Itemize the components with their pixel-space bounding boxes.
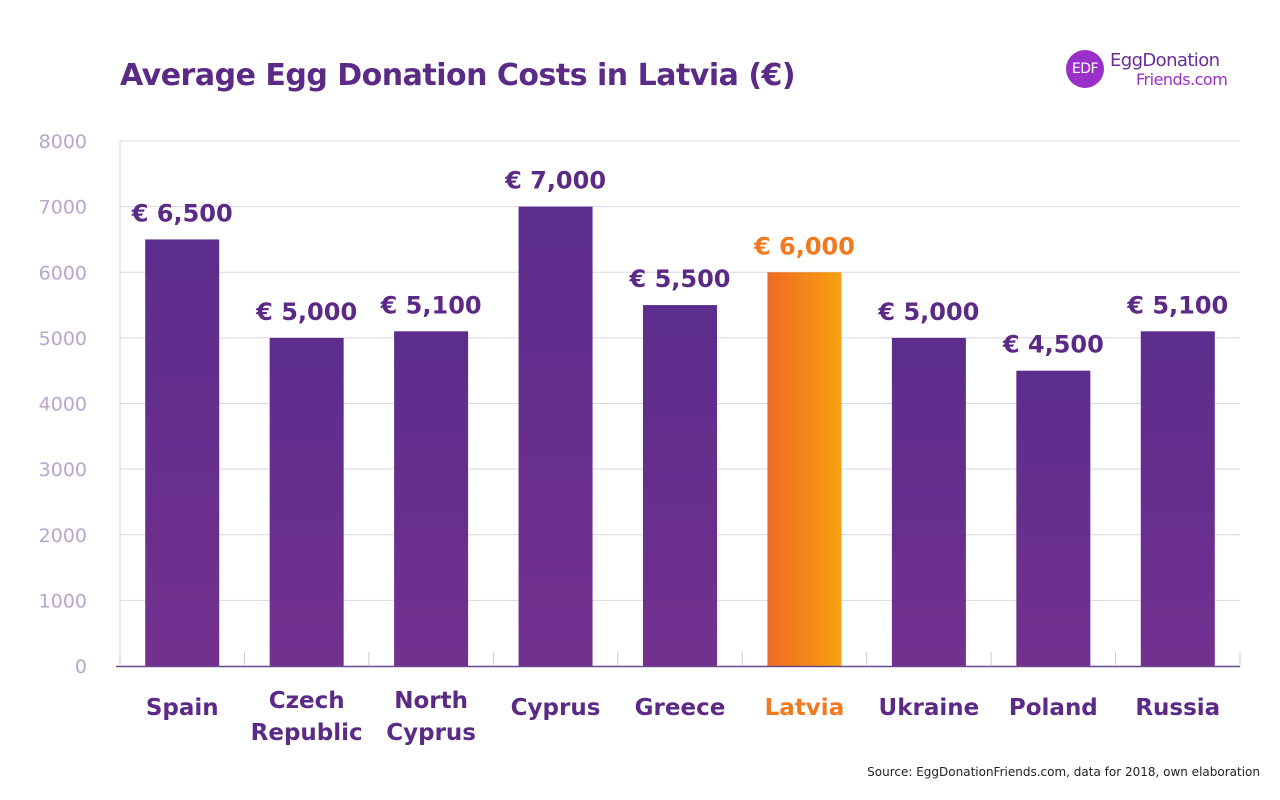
x-tick-label: Cyprus xyxy=(386,720,476,746)
y-tick-label: 1000 xyxy=(39,590,87,612)
data-label: € 7,000 xyxy=(504,167,606,195)
y-tick-label: 4000 xyxy=(39,394,87,416)
chart-title: Average Egg Donation Costs in Latvia (€) xyxy=(120,58,796,93)
x-tick-label: North xyxy=(394,688,468,714)
y-tick-label: 7000 xyxy=(39,197,87,219)
data-label: € 6,000 xyxy=(753,232,855,260)
data-label: € 5,000 xyxy=(877,298,979,326)
data-label: € 6,500 xyxy=(131,199,233,227)
x-tick-label: Greece xyxy=(635,695,726,721)
bar xyxy=(269,337,344,666)
x-tick-label: Poland xyxy=(1009,695,1098,721)
y-tick-label: 5000 xyxy=(39,328,87,350)
x-tick-label: Republic xyxy=(251,720,363,746)
y-tick-label: 2000 xyxy=(39,525,87,547)
data-label: € 5,100 xyxy=(1126,291,1228,319)
y-tick-label: 3000 xyxy=(39,459,87,481)
y-tick-label: 6000 xyxy=(39,262,87,284)
data-labels: € 6,500 € 5,000 € 5,100 € 7,000 € 5,500 € 6,0… xyxy=(131,167,1229,359)
bar xyxy=(1016,370,1091,666)
y-axis-ticks: 0 1000 2000 3000 4000 5000 6000 7000 8000 xyxy=(39,131,87,678)
x-tick-label: Latvia xyxy=(765,695,845,721)
bar xyxy=(891,337,966,666)
logo-text-line2: Friends.com xyxy=(1136,70,1228,89)
bars xyxy=(145,206,1215,666)
x-tick-label: Czech xyxy=(269,688,345,714)
x-tick-label: Ukraine xyxy=(879,695,980,721)
source-note: Source: EggDonationFriends.com, data for… xyxy=(867,765,1260,779)
x-tick-label: Russia xyxy=(1135,695,1220,721)
logo-text-line1: EggDonation xyxy=(1110,50,1220,71)
data-label: € 5,000 xyxy=(255,298,357,326)
x-axis xyxy=(116,652,1241,668)
data-label: € 4,500 xyxy=(1002,331,1104,359)
bar xyxy=(643,305,717,666)
x-tick-label: Spain xyxy=(146,695,219,721)
data-label: € 5,100 xyxy=(380,291,482,319)
x-tick-label: Cyprus xyxy=(511,695,601,721)
brand-logo: EDF EggDonation Friends.com xyxy=(1066,48,1236,92)
bar xyxy=(394,331,469,666)
x-axis-labels: Spain Czech Republic North Cyprus Cyprus Greec… xyxy=(146,688,1220,746)
y-tick-label: 8000 xyxy=(39,131,87,153)
y-tick-label: 0 xyxy=(75,656,87,678)
bar xyxy=(767,272,842,666)
data-label: € 5,500 xyxy=(629,265,731,293)
bar xyxy=(1140,331,1215,666)
logo-badge: EDF xyxy=(1066,50,1104,88)
bar xyxy=(518,206,593,666)
bar xyxy=(145,239,220,666)
